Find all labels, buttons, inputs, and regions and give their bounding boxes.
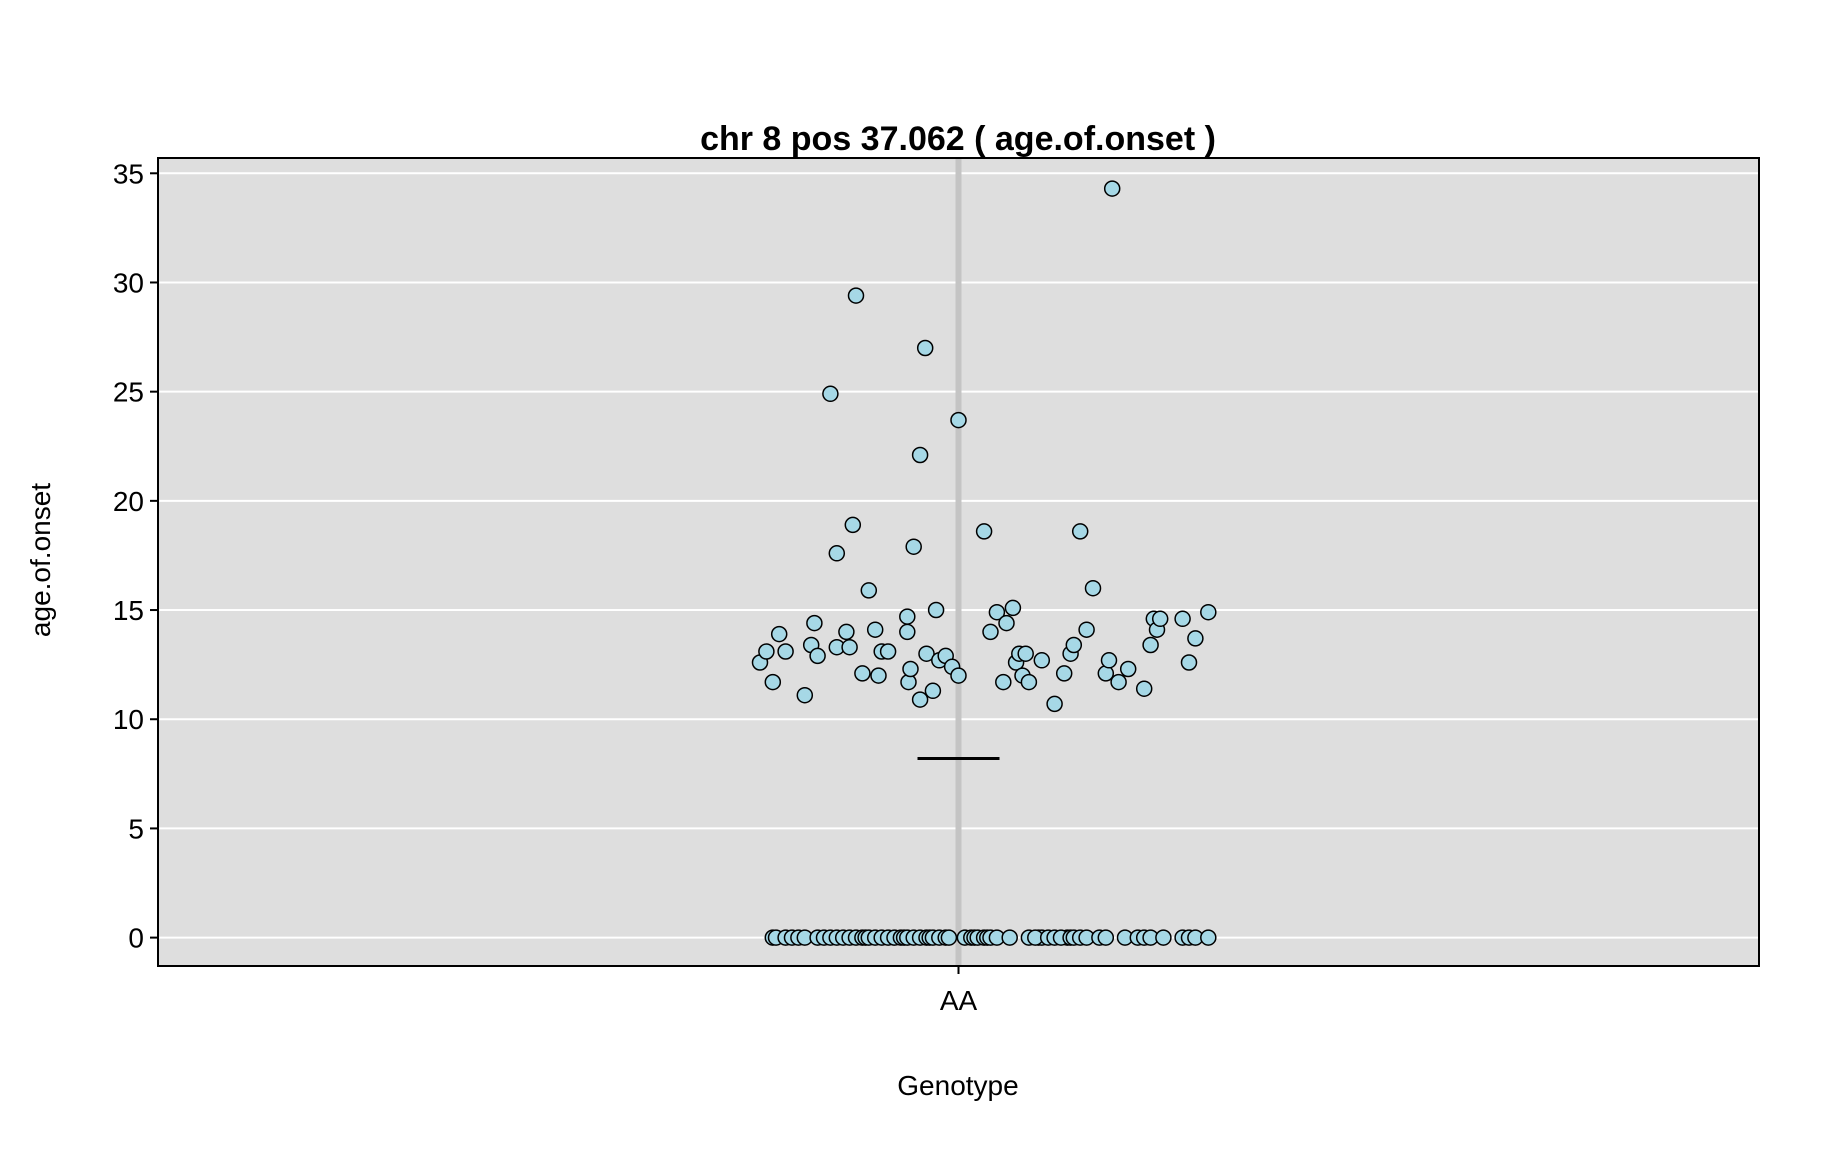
y-tick-label: 15 xyxy=(113,595,144,626)
data-point xyxy=(902,660,919,678)
x-axis: AA xyxy=(940,966,978,1016)
data-point xyxy=(847,287,865,304)
data-point xyxy=(982,623,999,641)
data-point xyxy=(854,665,871,682)
y-tick-label: 35 xyxy=(113,158,144,189)
data-point xyxy=(809,647,826,665)
data-point xyxy=(950,411,967,429)
data-point xyxy=(1017,645,1034,662)
data-point xyxy=(1180,654,1198,671)
x-tick-label: AA xyxy=(940,985,978,1016)
data-point xyxy=(1103,180,1121,197)
data-point xyxy=(1004,599,1022,617)
data-point xyxy=(1065,636,1083,654)
data-point xyxy=(1046,695,1063,713)
data-point xyxy=(1119,660,1137,678)
data-point xyxy=(770,625,788,643)
data-point xyxy=(1033,652,1051,669)
data-point xyxy=(764,673,782,691)
data-point xyxy=(1084,579,1102,597)
data-point xyxy=(940,929,958,946)
data-point xyxy=(1100,652,1118,669)
data-point xyxy=(911,446,929,464)
data-point xyxy=(1200,603,1217,621)
data-point xyxy=(844,516,862,534)
data-point xyxy=(899,623,916,641)
data-point xyxy=(822,385,839,403)
data-point xyxy=(1151,610,1169,628)
data-point xyxy=(924,682,942,700)
data-point xyxy=(899,608,916,625)
y-tick-label: 30 xyxy=(113,267,144,298)
data-point xyxy=(1078,621,1095,638)
data-point xyxy=(828,545,846,562)
data-point xyxy=(905,538,922,555)
data-point xyxy=(1071,523,1089,540)
data-point xyxy=(1001,929,1018,946)
chart-title: chr 8 pos 37.062 ( age.of.onset ) xyxy=(700,120,1216,158)
data-point xyxy=(1135,680,1153,697)
data-point xyxy=(1187,630,1204,647)
data-point xyxy=(841,638,858,656)
data-point xyxy=(911,691,929,708)
y-axis-label: age.of.onset xyxy=(25,483,56,637)
y-tick-label: 25 xyxy=(113,377,144,408)
data-point xyxy=(988,603,1006,621)
data-points xyxy=(751,180,1217,946)
data-point xyxy=(995,673,1012,691)
data-point xyxy=(1142,636,1159,654)
data-point xyxy=(1055,665,1073,682)
data-point xyxy=(870,667,887,684)
y-tick-label: 0 xyxy=(128,923,144,954)
x-axis-label: Genotype xyxy=(897,1070,1018,1101)
y-tick-label: 5 xyxy=(128,813,144,844)
data-point xyxy=(950,667,967,684)
data-point xyxy=(758,643,775,660)
data-point xyxy=(975,523,993,540)
y-tick-label: 20 xyxy=(113,486,144,517)
data-point xyxy=(879,643,897,660)
data-point xyxy=(1097,929,1115,946)
y-axis: 0 5 10 15 20 25 30 35 xyxy=(113,158,158,954)
data-point xyxy=(796,686,814,704)
data-point xyxy=(998,614,1015,632)
data-point xyxy=(1110,673,1127,691)
data-point xyxy=(1020,673,1038,691)
data-point xyxy=(777,643,794,660)
data-point xyxy=(927,601,945,619)
data-point xyxy=(860,582,878,599)
data-point xyxy=(866,621,884,638)
data-point xyxy=(838,623,855,641)
data-point xyxy=(918,645,935,662)
data-point xyxy=(1200,929,1217,946)
data-point xyxy=(1174,610,1191,628)
data-point xyxy=(916,339,934,357)
data-point xyxy=(1155,929,1172,946)
y-tick-label: 10 xyxy=(113,704,144,735)
data-point xyxy=(806,614,823,632)
